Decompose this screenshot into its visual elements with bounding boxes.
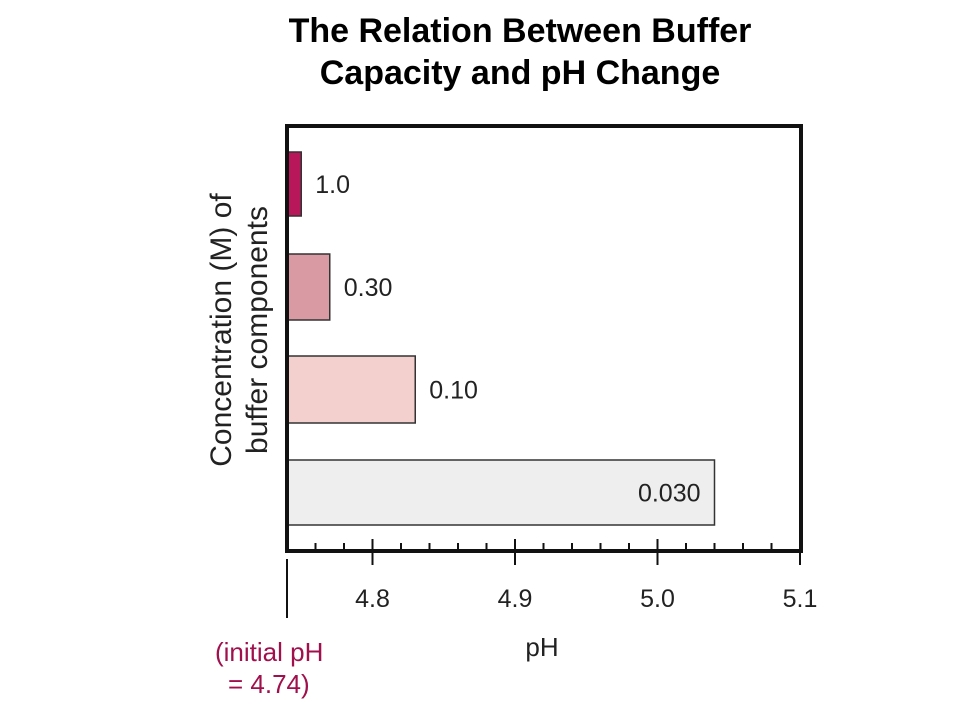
chart-title-line-2: Capacity and pH Change — [319, 54, 721, 92]
initial-ph-note-line-2: = 4.74) — [228, 669, 310, 699]
bar-label-0.10: 0.10 — [429, 377, 478, 405]
initial-ph-note-line-1: (initial pH — [215, 637, 324, 667]
chart-title-line-1: The Relation Between Buffer — [288, 12, 752, 50]
bars-layer: 1.0 0.30 0.10 0.030 — [286, 151, 716, 526]
bar-label-0.30: 0.30 — [344, 274, 393, 302]
chart-title: The Relation Between Buffer Capacity and… — [150, 10, 890, 94]
bar-0.10 — [286, 355, 416, 424]
x-tick-label: 4.8 — [355, 585, 390, 613]
bar-0.030 — [286, 459, 716, 526]
x-tick-label: 5.0 — [640, 585, 675, 613]
x-axis: 4.8 4.9 5.0 5.1 — [285, 124, 818, 618]
x-tick-label: 4.9 — [498, 585, 533, 613]
x-tick-label: 5.1 — [783, 585, 818, 613]
bar-label-0.030: 0.030 — [638, 480, 701, 508]
initial-ph-note: (initial pH = 4.74) — [215, 636, 323, 700]
bar-0.30 — [286, 253, 331, 321]
x-axis-title: pH — [525, 632, 559, 662]
bar-1.0 — [286, 151, 302, 217]
bar-label-1.0: 1.0 — [315, 171, 350, 199]
